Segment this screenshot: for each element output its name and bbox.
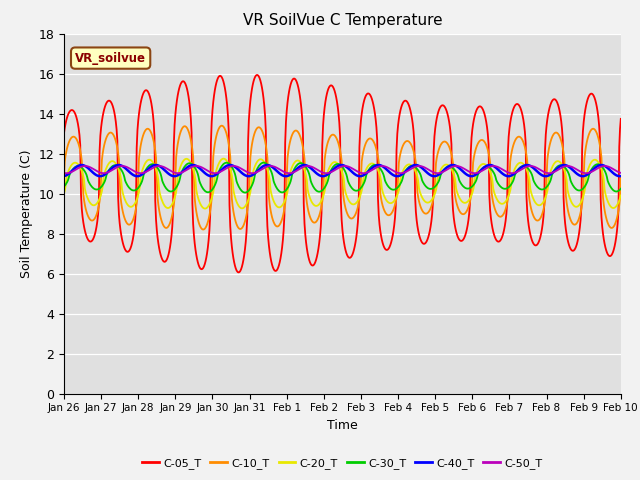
C-50_T <box>81 163 89 169</box>
Y-axis label: Soil Temperature (C): Soil Temperature (C) <box>20 149 33 278</box>
Legend: C-05_T, C-10_T, C-20_T, C-30_T, C-40_T, C-50_T: C-05_T, C-10_T, C-20_T, C-30_T, C-40_T, … <box>138 453 547 473</box>
Line: C-10_T: C-10_T <box>64 126 621 229</box>
C-20_T <box>182 156 190 162</box>
C-20_T <box>207 198 215 204</box>
C-05_T <box>206 213 214 218</box>
C-05_T <box>445 115 452 120</box>
C-05_T <box>235 269 243 275</box>
C-50_T <box>445 166 452 172</box>
C-40_T <box>568 166 575 171</box>
C-10_T <box>200 227 207 232</box>
C-30_T <box>617 186 625 192</box>
C-30_T <box>182 162 190 168</box>
C-50_T <box>390 168 397 174</box>
C-05_T <box>617 116 625 122</box>
C-40_T <box>208 173 216 179</box>
C-10_T <box>390 207 397 213</box>
C-50_T <box>184 167 191 172</box>
C-20_T <box>201 206 209 212</box>
C-30_T <box>241 190 249 195</box>
C-50_T <box>335 165 343 170</box>
C-05_T <box>390 228 397 234</box>
C-05_T <box>568 247 575 253</box>
C-05_T <box>335 120 343 125</box>
Title: VR SoilVue C Temperature: VR SoilVue C Temperature <box>243 13 442 28</box>
C-05_T <box>60 130 68 136</box>
C-30_T <box>390 187 397 192</box>
C-50_T <box>617 170 625 176</box>
C-10_T <box>218 123 226 129</box>
C-50_T <box>208 170 216 176</box>
Line: C-30_T: C-30_T <box>64 163 621 192</box>
Line: C-50_T: C-50_T <box>64 166 621 173</box>
C-30_T <box>445 164 452 169</box>
C-05_T <box>253 72 261 78</box>
Line: C-20_T: C-20_T <box>64 159 621 209</box>
C-20_T <box>220 156 227 162</box>
C-30_T <box>260 160 268 166</box>
C-30_T <box>60 184 68 190</box>
C-20_T <box>60 191 68 196</box>
Line: C-40_T: C-40_T <box>64 165 621 176</box>
C-20_T <box>445 162 452 168</box>
C-10_T <box>60 175 68 180</box>
C-50_T <box>63 170 70 176</box>
C-40_T <box>335 162 343 168</box>
C-40_T <box>617 173 625 179</box>
C-40_T <box>97 173 104 179</box>
Text: VR_soilvue: VR_soilvue <box>75 51 146 65</box>
C-40_T <box>78 162 86 168</box>
X-axis label: Time: Time <box>327 419 358 432</box>
C-20_T <box>617 192 625 198</box>
C-40_T <box>60 173 68 179</box>
C-30_T <box>206 189 214 194</box>
C-40_T <box>184 164 191 170</box>
C-10_T <box>617 175 625 180</box>
C-20_T <box>568 199 575 205</box>
C-10_T <box>182 124 190 130</box>
C-20_T <box>390 199 397 204</box>
C-50_T <box>60 170 68 176</box>
C-20_T <box>335 163 343 169</box>
C-30_T <box>568 180 575 185</box>
C-10_T <box>207 203 215 209</box>
C-40_T <box>445 164 452 169</box>
C-50_T <box>568 164 575 169</box>
C-10_T <box>568 218 575 224</box>
Line: C-05_T: C-05_T <box>64 75 621 272</box>
C-40_T <box>390 172 397 178</box>
C-30_T <box>335 161 343 167</box>
C-10_T <box>445 142 452 148</box>
C-10_T <box>335 144 343 150</box>
C-05_T <box>182 83 190 89</box>
